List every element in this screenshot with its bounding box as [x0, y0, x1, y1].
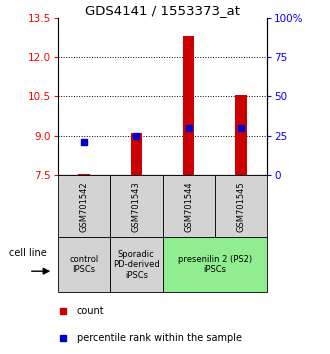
- Bar: [183, 36, 194, 175]
- Bar: [78, 174, 90, 175]
- Bar: [215, 175, 267, 237]
- Bar: [58, 237, 110, 292]
- Title: GDS4141 / 1553373_at: GDS4141 / 1553373_at: [85, 4, 240, 17]
- Text: Sporadic
PD-derived
iPSCs: Sporadic PD-derived iPSCs: [113, 250, 160, 280]
- Text: control
IPSCs: control IPSCs: [69, 255, 99, 274]
- Text: cell line: cell line: [9, 247, 47, 258]
- Bar: [131, 133, 142, 175]
- Bar: [110, 237, 162, 292]
- Text: presenilin 2 (PS2)
iPSCs: presenilin 2 (PS2) iPSCs: [178, 255, 252, 274]
- Text: GSM701545: GSM701545: [237, 181, 246, 232]
- Text: GSM701542: GSM701542: [80, 181, 88, 232]
- Text: GSM701544: GSM701544: [184, 181, 193, 232]
- Bar: [58, 175, 110, 237]
- Bar: [162, 175, 215, 237]
- Bar: [162, 237, 267, 292]
- Bar: [235, 95, 247, 175]
- Text: GSM701543: GSM701543: [132, 181, 141, 232]
- Text: count: count: [77, 306, 104, 316]
- Bar: [110, 175, 162, 237]
- Text: percentile rank within the sample: percentile rank within the sample: [77, 333, 242, 343]
